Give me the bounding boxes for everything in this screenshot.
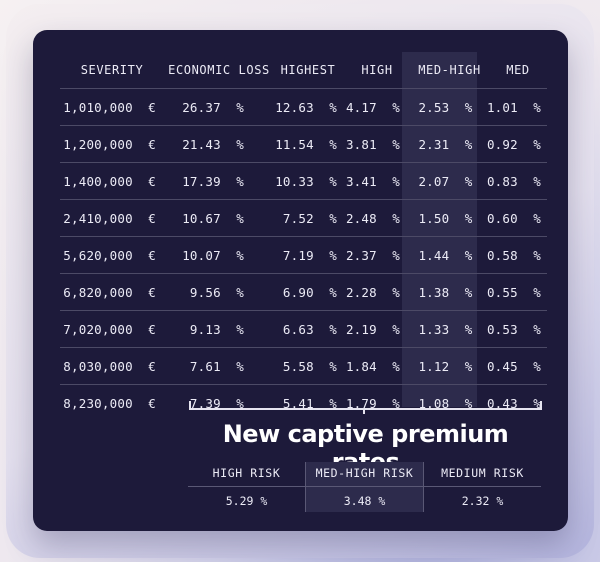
high-cell: 2.28 %	[345, 284, 401, 300]
table-body: 1,010,000 € 26.37 % 12.63 % 4.17 % 2.53 % 1.0…	[60, 89, 547, 421]
high-cell: 4.17 %	[345, 99, 401, 115]
highest-cell: 6.90 %	[282, 284, 337, 300]
high-cell: 3.41 %	[345, 173, 401, 189]
summary-table: HIGH RISK 5.29 % MED-HIGH RISK 3.48 % ME…	[188, 462, 541, 512]
severity-cell: 1,400,000 €	[63, 173, 156, 189]
severity-cell: 1,200,000 €	[63, 136, 156, 152]
high-cell: 1.84 %	[345, 358, 401, 374]
summary-value: 2.32 %	[461, 494, 504, 508]
header-severity: SEVERITY	[80, 63, 144, 77]
med-cell: 0.45 %	[486, 358, 542, 374]
table-row: 1,400,000 € 17.39 % 10.33 % 3.41 % 2.07 % 0.8…	[60, 163, 547, 200]
economic-loss-cell: 21.43 %	[182, 136, 244, 152]
highest-cell: 5.58 %	[282, 358, 337, 374]
highest-cell: 7.52 %	[282, 210, 337, 226]
summary-medium-risk: MEDIUM RISK 2.32 %	[424, 462, 541, 512]
table-row: 2,410,000 € 10.67 % 7.52 % 2.48 % 1.50 % 0.60…	[60, 200, 547, 237]
med-cell: 0.83 %	[486, 173, 542, 189]
med-cell: 0.58 %	[486, 247, 542, 263]
rates-table: SEVERITY ECONOMIC LOSS HIGHEST HIGH MED-…	[60, 52, 547, 421]
med-high-cell: 1.12 %	[418, 358, 473, 374]
med-high-cell: 2.31 %	[418, 136, 473, 152]
summary-label: HIGH RISK	[188, 462, 305, 487]
header-economic-loss: ECONOMIC LOSS	[168, 63, 270, 77]
economic-loss-cell: 26.37 %	[182, 99, 244, 115]
med-cell: 0.92 %	[486, 136, 542, 152]
severity-cell: 7,020,000 €	[63, 321, 156, 337]
table-row: 5,620,000 € 10.07 % 7.19 % 2.37 % 1.44 % 0.58…	[60, 237, 547, 274]
highest-cell: 12.63 %	[275, 99, 337, 115]
summary-value: 5.29 %	[225, 494, 268, 508]
economic-loss-cell: 10.67 %	[182, 210, 244, 226]
med-high-cell: 2.53 %	[418, 99, 473, 115]
highest-cell: 6.63 %	[282, 321, 337, 337]
header-highest: HIGHEST	[280, 63, 336, 77]
high-cell: 3.81 %	[345, 136, 401, 152]
severity-cell: 8,230,000 €	[63, 395, 156, 411]
high-cell: 2.37 %	[345, 247, 401, 263]
highest-cell: 11.54 %	[275, 136, 337, 152]
severity-cell: 2,410,000 €	[63, 210, 156, 226]
severity-cell: 1,010,000 €	[63, 99, 156, 115]
economic-loss-cell: 7.39 %	[189, 395, 244, 411]
med-high-cell: 1.33 %	[418, 321, 473, 337]
severity-cell: 8,030,000 €	[63, 358, 156, 374]
table-row: 7,020,000 € 9.13 % 6.63 % 2.19 % 1.33 % 0.53 …	[60, 311, 547, 348]
highest-cell: 10.33 %	[275, 173, 337, 189]
summary-value: 3.48 %	[343, 494, 386, 508]
highest-cell: 7.19 %	[282, 247, 337, 263]
med-cell: 0.60 %	[486, 210, 542, 226]
highest-cell: 5.41 %	[282, 395, 337, 411]
med-high-cell: 1.38 %	[418, 284, 473, 300]
table-row: 6,820,000 € 9.56 % 6.90 % 2.28 % 1.38 % 0.55 …	[60, 274, 547, 311]
med-cell: 0.43 %	[486, 395, 542, 411]
table-row: 1,010,000 € 26.37 % 12.63 % 4.17 % 2.53 % 1.0…	[60, 89, 547, 126]
severity-cell: 5,620,000 €	[63, 247, 156, 263]
high-cell: 2.48 %	[345, 210, 401, 226]
table-row: 8,230,000 € 7.39 % 5.41 % 1.79 % 1.08 % 0.43 …	[60, 385, 547, 421]
economic-loss-cell: 9.56 %	[189, 284, 244, 300]
med-cell: 0.53 %	[486, 321, 542, 337]
bracket-tick	[363, 408, 365, 414]
bracket-line	[189, 401, 542, 410]
economic-loss-cell: 9.13 %	[189, 321, 244, 337]
economic-loss-cell: 10.07 %	[182, 247, 244, 263]
med-high-cell: 1.44 %	[418, 247, 473, 263]
med-cell: 1.01 %	[486, 99, 542, 115]
summary-high-risk: HIGH RISK 5.29 %	[188, 462, 305, 512]
severity-cell: 6,820,000 €	[63, 284, 156, 300]
high-cell: 2.19 %	[345, 321, 401, 337]
economic-loss-cell: 7.61 %	[189, 358, 244, 374]
med-high-cell: 2.07 %	[418, 173, 473, 189]
table-row: 8,030,000 € 7.61 % 5.58 % 1.84 % 1.12 % 0.45 …	[60, 348, 547, 385]
summary-label: MEDIUM RISK	[424, 462, 541, 487]
summary-med-high-risk: MED-HIGH RISK 3.48 %	[305, 462, 424, 512]
med-cell: 0.55 %	[486, 284, 542, 300]
economic-loss-cell: 17.39 %	[182, 173, 244, 189]
summary-label: MED-HIGH RISK	[306, 462, 423, 487]
header-med-high: MED-HIGH	[418, 63, 481, 77]
header-high: HIGH	[361, 63, 393, 77]
header-med: MED	[506, 63, 530, 77]
rates-card: SEVERITY ECONOMIC LOSS HIGHEST HIGH MED-…	[33, 30, 568, 531]
med-high-cell: 1.50 %	[418, 210, 473, 226]
med-high-cell: 1.08 %	[418, 395, 473, 411]
table-row: 1,200,000 € 21.43 % 11.54 % 3.81 % 2.31 % 0.9…	[60, 126, 547, 163]
high-cell: 1.79 %	[345, 395, 401, 411]
table-header-row: SEVERITY ECONOMIC LOSS HIGHEST HIGH MED-…	[60, 52, 547, 89]
